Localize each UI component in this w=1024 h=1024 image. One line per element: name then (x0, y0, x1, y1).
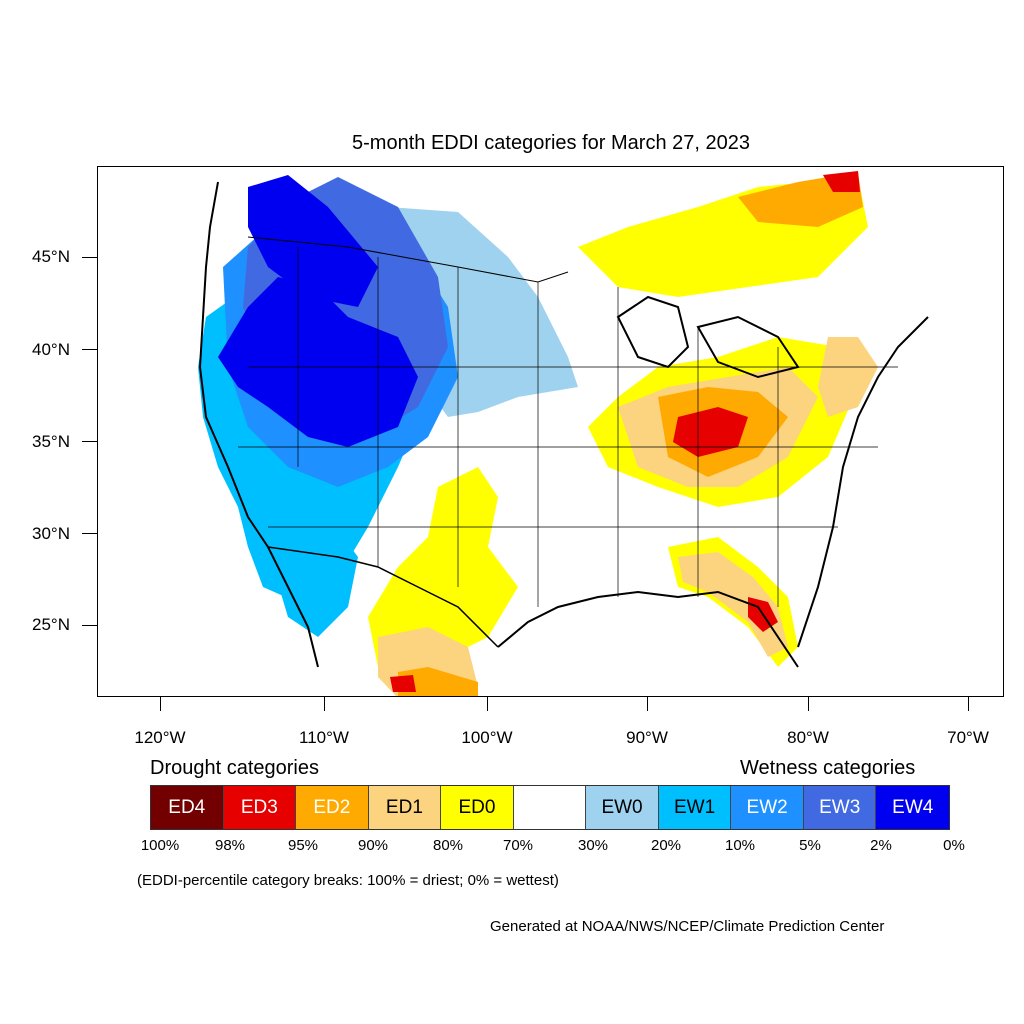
lat-label-45: 45°N (32, 247, 70, 266)
lat-label-25: 25°N (32, 615, 70, 634)
lon-label-100: 100°W (461, 728, 513, 747)
lat-tick-45 (82, 257, 97, 258)
gulf-coastline (497, 590, 799, 668)
pct-10: 10% (724, 837, 756, 854)
lat-tick-25 (82, 625, 97, 626)
legend-neutral (513, 786, 587, 829)
pct-70: 70% (502, 837, 534, 854)
ed1-southeast (678, 552, 788, 657)
wetness-regions (198, 175, 578, 637)
lat-tick-40 (82, 349, 97, 350)
lon-tick-100 (487, 697, 488, 711)
ed2-mexico (398, 667, 478, 696)
lat-tick-30 (82, 533, 97, 534)
legend-ew2: EW2 (731, 786, 804, 829)
boundaries (198, 181, 929, 668)
eddi-map (97, 166, 1004, 697)
ew4-core (218, 277, 418, 447)
ed3-indiana-ohio (673, 407, 748, 457)
us-mexico-border (267, 546, 499, 648)
lon-tick-90 (647, 697, 648, 711)
pct-20: 20% (650, 837, 682, 854)
state-lines (238, 247, 898, 607)
lon-tick-120 (160, 697, 161, 711)
pct-95: 95% (287, 837, 319, 854)
pct-90: 90% (357, 837, 389, 854)
drought-regions (368, 171, 878, 696)
map-title: 5-month EDDI categories for March 27, 20… (352, 132, 750, 154)
lon-label-90: 90°W (626, 728, 668, 747)
wetness-heading: Wetness categories (740, 757, 916, 779)
pct-98: 98% (214, 837, 246, 854)
pct-5: 5% (799, 837, 821, 854)
atlantic-coastline (797, 316, 929, 648)
ew1-mexico (273, 507, 358, 637)
legend-ed4: ED4 (151, 786, 224, 829)
drought-heading: Drought categories (150, 757, 319, 779)
legend-ew0: EW0 (586, 786, 659, 829)
eddi-map-graphic (198, 171, 929, 696)
pct-0: 0% (943, 837, 965, 854)
ew4-north (248, 175, 378, 307)
lat-tick-35 (82, 441, 97, 442)
legend-ed2: ED2 (296, 786, 369, 829)
ed1-northeast (818, 337, 878, 417)
lat-label-30: 30°N (32, 524, 70, 543)
pct-2: 2% (870, 837, 892, 854)
ed3-mexico (390, 675, 416, 692)
lon-tick-110 (324, 697, 325, 711)
lon-tick-70 (968, 697, 969, 711)
pct-80: 80% (432, 837, 464, 854)
pct-30: 30% (577, 837, 609, 854)
ed0-texas-newmexico (368, 467, 518, 667)
legend-ed1: ED1 (368, 786, 442, 829)
category-breaks-note: (EDDI-percentile category breaks: 100% =… (137, 872, 559, 889)
lat-label-40: 40°N (32, 340, 70, 359)
lon-label-120: 120°W (134, 728, 186, 747)
ed3-canada-northeast (823, 171, 860, 192)
lon-label-70: 70°W (947, 728, 989, 747)
pct-100: 100% (140, 837, 180, 854)
legend-ew3: EW3 (803, 786, 877, 829)
legend-ew4: EW4 (876, 786, 950, 829)
lon-tick-80 (808, 697, 809, 711)
color-legend: ED4 ED3 ED2 ED1 ED0 EW0 EW1 EW2 EW3 EW4 (150, 785, 950, 830)
legend-ed0: ED0 (441, 786, 514, 829)
legend-ew1: EW1 (658, 786, 732, 829)
lon-label-110: 110°W (299, 728, 349, 747)
legend-ed3: ED3 (223, 786, 297, 829)
lat-label-35: 35°N (32, 432, 70, 451)
lon-label-80: 80°W (787, 728, 829, 747)
pacific-coastline (198, 181, 319, 668)
credit-line: Generated at NOAA/NWS/NCEP/Climate Predi… (490, 918, 885, 935)
